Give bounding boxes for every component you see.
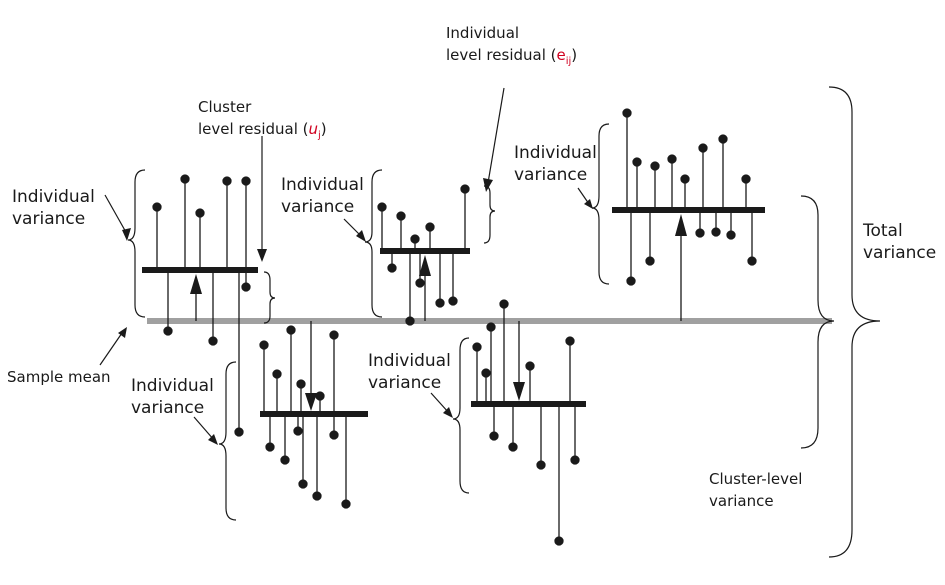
individual-variance-label-4: Individual variance <box>131 376 214 418</box>
individual-residual-label: Individual level residual (eij) <box>446 24 578 67</box>
individual-variance-label-2: Individual variance <box>281 175 364 217</box>
sample-mean-label: Sample mean <box>7 368 111 386</box>
cluster-residual-arrows <box>190 214 687 411</box>
variance-braces <box>127 86 881 558</box>
individual-residual-points <box>152 108 757 546</box>
total-variance-label: Total variance <box>863 221 937 263</box>
cluster-level-variance-label: Cluster-level variance <box>709 470 803 510</box>
cluster-residual-label: Cluster level residual (uj) <box>198 98 327 141</box>
individual-variance-label-3: Individual variance <box>514 143 597 185</box>
individual-variance-label-5: Individual variance <box>368 351 451 393</box>
individual-variance-label-1: Individual variance <box>12 187 95 229</box>
pointer-arrows <box>99 87 593 445</box>
